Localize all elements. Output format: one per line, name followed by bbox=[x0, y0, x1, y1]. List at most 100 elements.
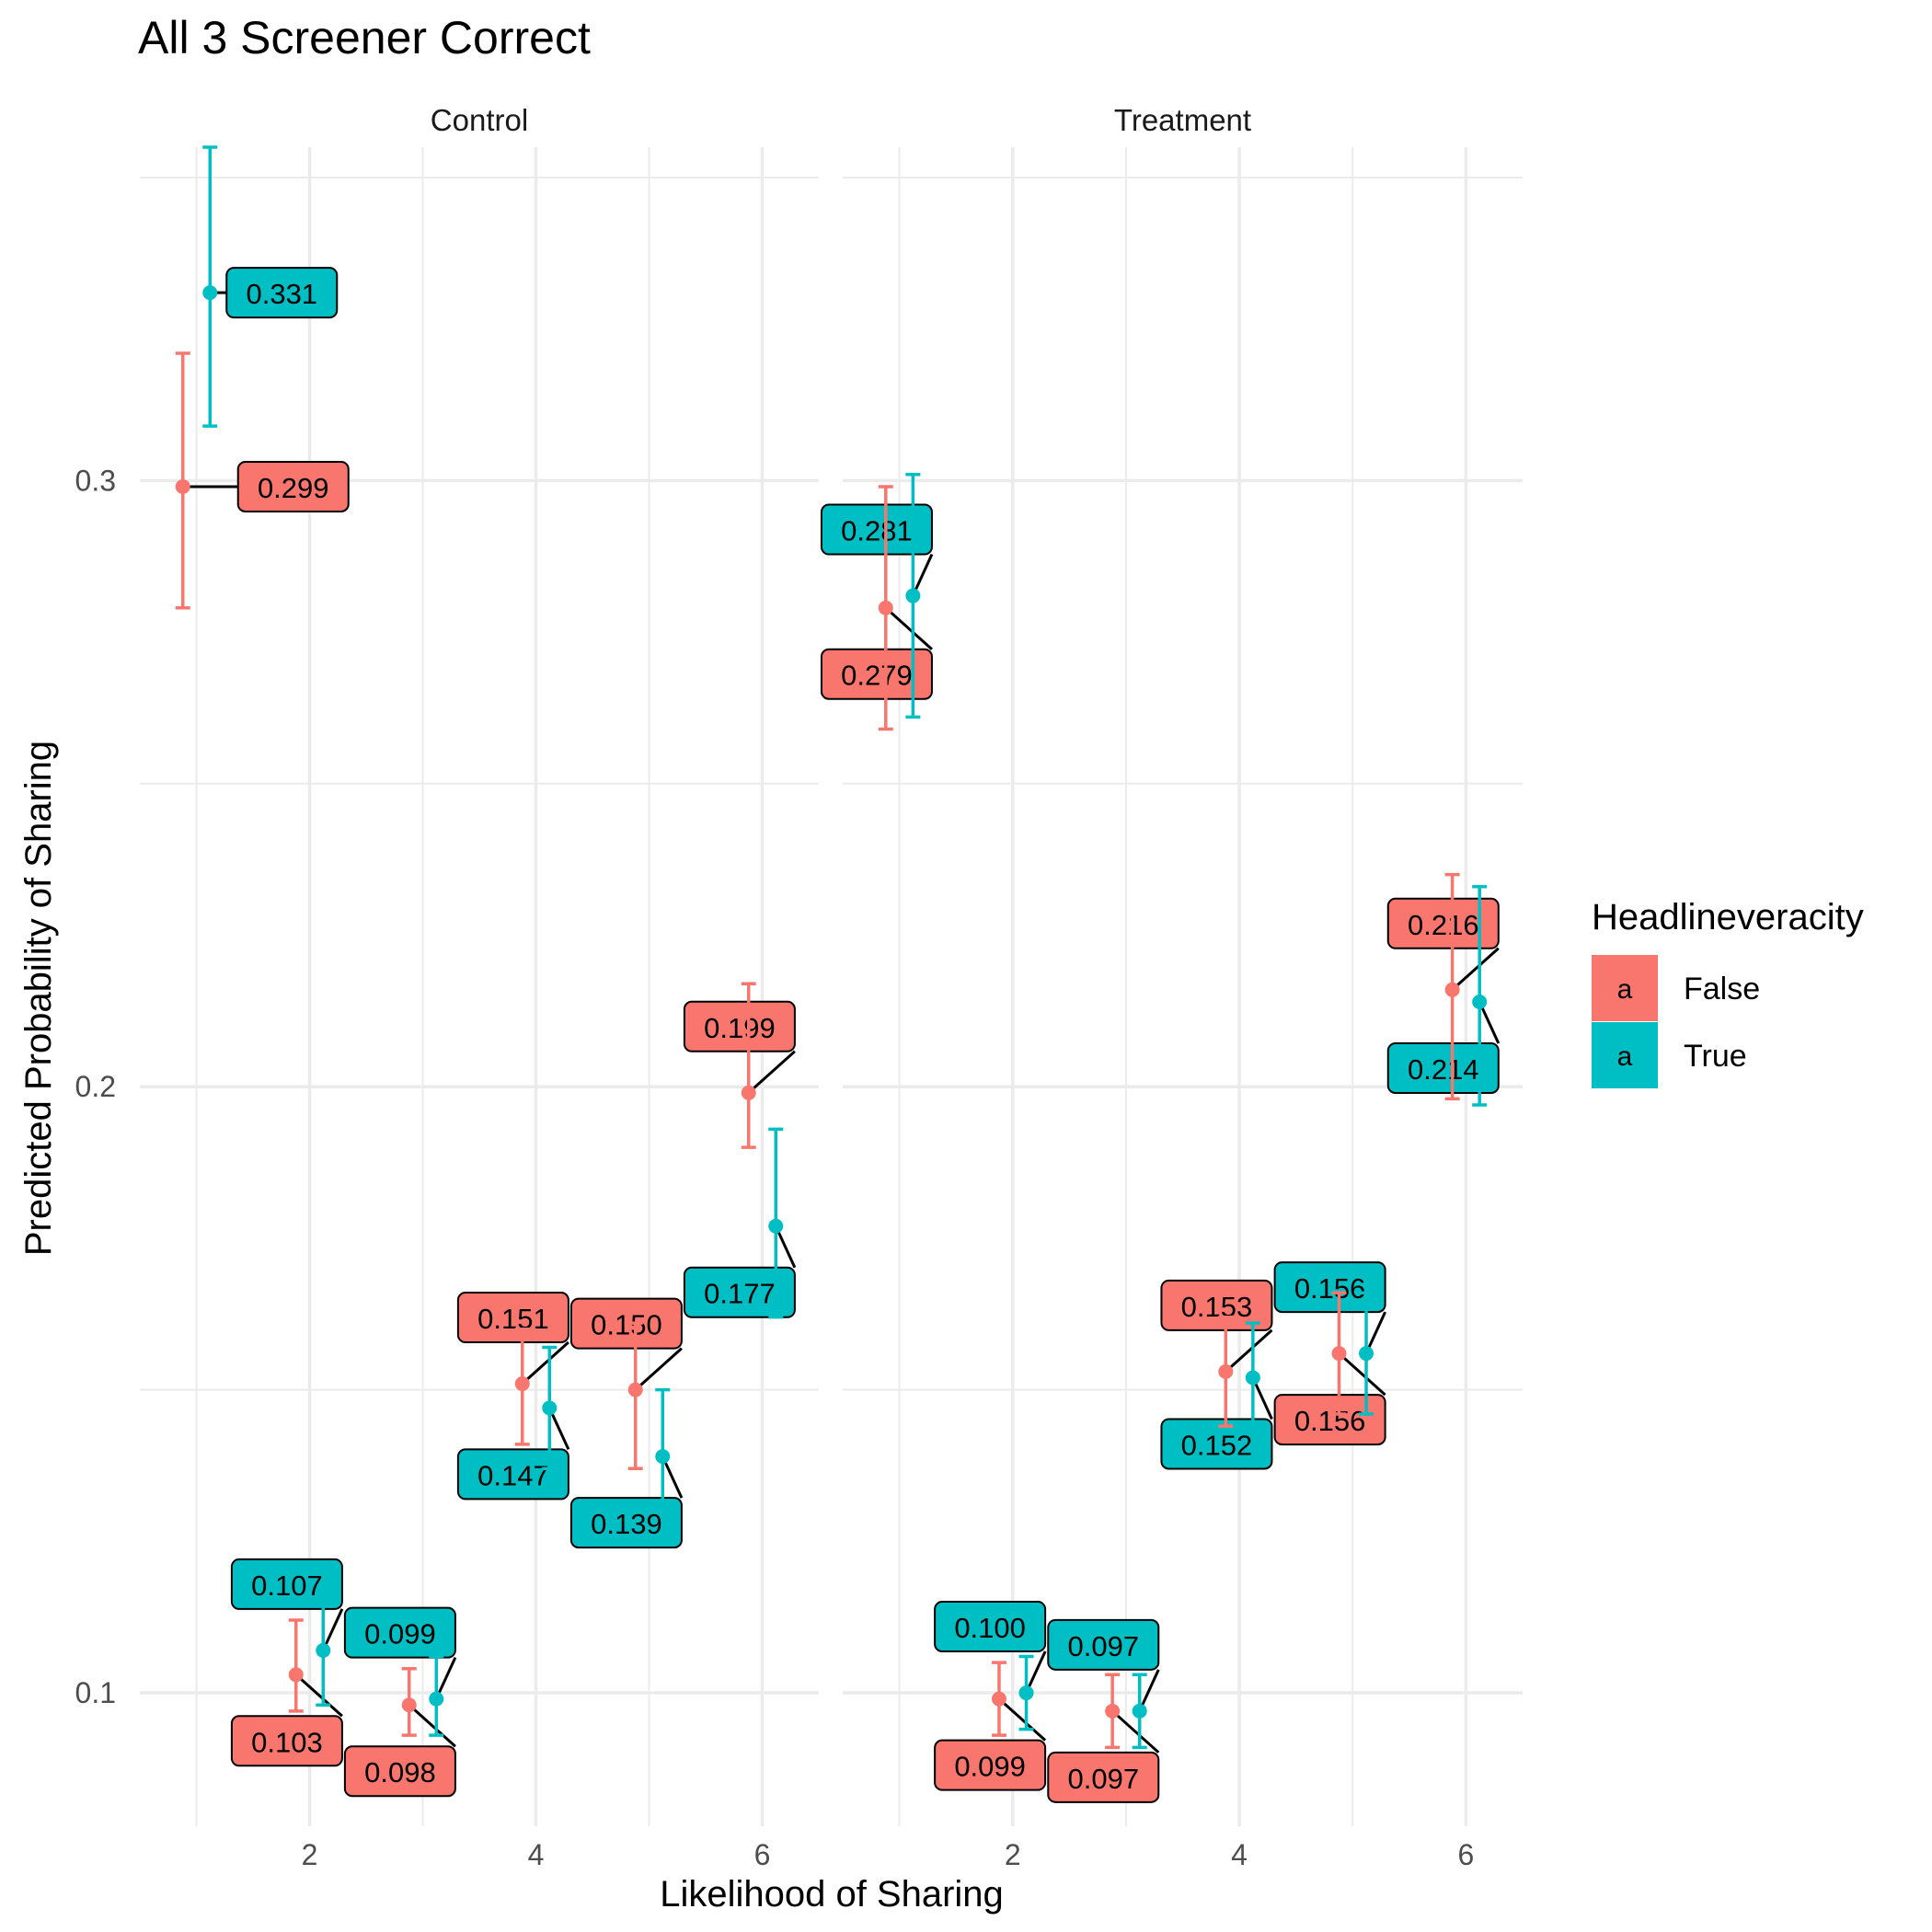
data-label-box bbox=[230, 1715, 343, 1767]
data-label-box bbox=[683, 1000, 796, 1052]
legend-label: True bbox=[1684, 1039, 1747, 1074]
data-label: 0.199 bbox=[704, 1012, 776, 1044]
data-label-box bbox=[1386, 897, 1500, 949]
data-point-true bbox=[655, 1449, 671, 1465]
data-point-true bbox=[1132, 1703, 1147, 1719]
data-label-box bbox=[1160, 1279, 1273, 1331]
y-axis-label: Predicted Probability of Sharing bbox=[18, 741, 59, 1256]
plot-panels: Control 2 4 6 0.1 0.2 0.3 0.299 0.331 0.103 0.107 0… bbox=[75, 103, 1523, 1871]
x-tick-label: 6 bbox=[1458, 1838, 1475, 1871]
data-marks bbox=[878, 473, 1488, 1750]
data-label: 0.100 bbox=[954, 1612, 1026, 1644]
data-point-false bbox=[627, 1382, 643, 1397]
label-leader-line bbox=[747, 1050, 796, 1094]
data-label: 0.299 bbox=[258, 472, 329, 504]
data-label: 0.279 bbox=[841, 660, 913, 692]
data-label: 0.147 bbox=[477, 1459, 549, 1491]
data-label: 0.281 bbox=[841, 515, 913, 547]
data-point-true bbox=[1359, 1346, 1374, 1362]
legend-key-true bbox=[1592, 1022, 1658, 1088]
data-point-false bbox=[741, 1085, 756, 1100]
data-point-false bbox=[991, 1691, 1006, 1707]
data-label-box bbox=[225, 267, 339, 319]
data-label-box bbox=[236, 460, 350, 512]
label-leader-line bbox=[1251, 1376, 1273, 1420]
label-leader-line bbox=[911, 553, 934, 597]
label-leader-line bbox=[321, 1608, 344, 1651]
data-point-false bbox=[1218, 1363, 1234, 1379]
label-leader-line bbox=[294, 1673, 343, 1718]
legend: Headlineveracity a False a True bbox=[1592, 897, 1864, 1088]
data-label: 0.150 bbox=[591, 1309, 662, 1341]
label-leader-line bbox=[634, 1347, 683, 1391]
data-label-box bbox=[1273, 1394, 1386, 1446]
data-label-box bbox=[1273, 1261, 1386, 1314]
x-axis-label: Likelihood of Sharing bbox=[660, 1874, 1004, 1915]
data-point-true bbox=[1245, 1370, 1260, 1386]
data-label-box bbox=[569, 1497, 683, 1549]
data-label-box bbox=[343, 1745, 456, 1798]
data-label-box bbox=[683, 1266, 796, 1318]
y-tick-label: 0.1 bbox=[75, 1676, 116, 1709]
data-label-box bbox=[1047, 1751, 1160, 1803]
data-label-box bbox=[456, 1448, 569, 1501]
data-point-false bbox=[878, 600, 893, 615]
label-leader-line bbox=[884, 606, 933, 650]
data-label: 0.153 bbox=[1181, 1291, 1253, 1323]
label-leader-line bbox=[774, 1225, 797, 1269]
y-tick-label: 0.2 bbox=[75, 1070, 116, 1103]
label-leader-line bbox=[997, 1697, 1047, 1742]
legend-label: False bbox=[1684, 972, 1760, 1006]
data-label-box bbox=[820, 648, 933, 700]
data-point-false bbox=[1105, 1703, 1121, 1719]
data-marks bbox=[175, 145, 784, 1737]
data-label-box bbox=[1047, 1618, 1160, 1671]
panel-treatment: Treatment 2 4 6 0.279 0.281 0.099 0.100 0.097 0.0… bbox=[820, 103, 1523, 1871]
label-leader-line bbox=[408, 1704, 456, 1748]
data-point-true bbox=[202, 285, 218, 301]
data-point-true bbox=[905, 588, 921, 604]
data-point-true bbox=[1018, 1685, 1034, 1701]
data-label-box bbox=[934, 1739, 1047, 1791]
data-point-true bbox=[768, 1218, 784, 1234]
data-label-box bbox=[1160, 1418, 1273, 1470]
label-leader-line bbox=[1338, 1351, 1386, 1397]
data-label: 0.103 bbox=[251, 1726, 323, 1758]
data-label-box bbox=[934, 1601, 1047, 1653]
label-leader-line bbox=[1225, 1328, 1273, 1373]
label-leader-line bbox=[661, 1455, 684, 1499]
data-label: 0.097 bbox=[1067, 1630, 1139, 1662]
x-tick-label: 2 bbox=[302, 1838, 318, 1871]
x-tick-label: 4 bbox=[528, 1838, 545, 1871]
x-tick-label: 6 bbox=[754, 1838, 771, 1871]
data-label: 0.099 bbox=[364, 1618, 436, 1650]
data-point-false bbox=[401, 1697, 417, 1713]
chart-title: All 3 Screener Correct bbox=[138, 12, 591, 63]
data-label-box bbox=[569, 1297, 683, 1350]
data-point-true bbox=[429, 1691, 444, 1707]
data-point-false bbox=[288, 1667, 304, 1683]
data-point-true bbox=[316, 1642, 331, 1658]
data-label: 0.107 bbox=[251, 1570, 323, 1602]
data-label: 0.216 bbox=[1408, 909, 1479, 941]
label-leader-line bbox=[1025, 1650, 1047, 1694]
legend-title: Headlineveracity bbox=[1592, 897, 1864, 937]
data-label-box bbox=[230, 1558, 343, 1610]
data-label: 0.099 bbox=[954, 1751, 1026, 1783]
label-leader-line bbox=[521, 1340, 569, 1386]
data-label-box bbox=[820, 503, 933, 556]
label-leader-line bbox=[547, 1407, 570, 1451]
data-label: 0.139 bbox=[591, 1508, 662, 1540]
data-label: 0.098 bbox=[364, 1756, 436, 1788]
facet-strip-label: Control bbox=[431, 103, 528, 137]
y-tick-label: 0.3 bbox=[75, 464, 116, 497]
data-label-box bbox=[343, 1606, 456, 1659]
data-label: 0.177 bbox=[704, 1278, 776, 1310]
data-label-box bbox=[1386, 1041, 1500, 1094]
label-leader-line bbox=[1364, 1311, 1386, 1354]
data-label: 0.156 bbox=[1294, 1272, 1366, 1305]
data-point-false bbox=[1444, 982, 1460, 997]
legend-key-glyph: a bbox=[1617, 974, 1633, 1005]
data-label: 0.214 bbox=[1408, 1053, 1479, 1086]
data-label: 0.331 bbox=[246, 278, 317, 310]
